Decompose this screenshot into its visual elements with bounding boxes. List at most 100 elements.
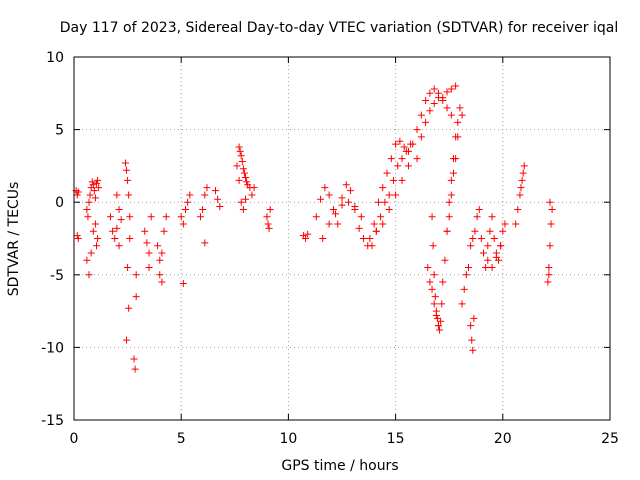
data-point [344,198,352,206]
x-tick-label: 20 [494,431,512,447]
data-point [422,97,430,105]
data-point [547,220,555,228]
data-point [179,220,187,228]
data-point [321,184,329,192]
data-point [372,227,380,235]
y-tick-label: 10 [46,50,64,66]
data-point [402,147,410,155]
data-point [434,94,442,102]
data-point [454,133,462,141]
data-point [179,280,187,288]
data-point [132,271,140,279]
data-point [89,227,97,235]
data-point [237,152,245,160]
data-point [74,235,82,242]
data-point [438,300,446,308]
data-point [266,205,274,213]
data-point [484,242,492,250]
data-point [147,213,155,221]
y-tick-label: -15 [41,413,64,429]
data-point [83,205,91,213]
data-point [441,256,449,264]
data-point [392,140,400,148]
data-point [203,184,211,192]
data-point [492,253,500,261]
data-point [475,205,483,213]
data-point [312,213,320,221]
data-point [250,184,258,192]
data-point [154,242,162,250]
data-point [385,191,393,199]
data-point [470,314,478,322]
data-point [469,346,477,354]
data-point [162,213,170,221]
data-point [264,220,272,228]
data-point [400,143,408,151]
data-point [379,184,387,192]
data-point [132,293,140,301]
data-point [471,227,479,235]
data-point [131,365,139,373]
data-point [473,213,481,221]
data-point [468,336,476,344]
data-point [426,89,434,97]
data-point [490,235,498,242]
data-point [86,191,94,199]
data-point [520,162,528,170]
data-point [242,195,250,203]
data-point [73,232,81,240]
data-point [452,82,460,90]
data-point [447,85,455,93]
data-point [141,227,149,235]
data-point [236,147,244,155]
data-point [430,271,438,279]
data-point [199,205,207,213]
data-point [546,198,554,206]
data-point [464,264,472,272]
data-point [93,179,101,187]
data-point [156,256,164,264]
data-point [233,162,241,170]
data-point [248,191,256,199]
data-point [123,336,131,344]
data-point [181,205,189,213]
data-point [351,203,359,211]
data-point [433,314,441,322]
data-point [113,224,121,232]
data-point [370,220,378,228]
data-point [469,235,477,242]
data-point [238,158,246,166]
data-point [158,278,166,286]
data-point [488,264,496,272]
data-point [460,285,468,293]
data-point [121,159,129,167]
data-point [242,174,250,182]
data-point [94,176,102,184]
grid-lines [74,57,610,420]
data-point [186,191,194,199]
data-point [413,155,421,163]
data-point [304,230,312,238]
data-point [387,155,395,163]
data-point [437,317,445,325]
data-point [368,242,376,250]
chart-title: Day 117 of 2023, Sidereal Day-to-day VTE… [60,20,618,36]
data-point [212,187,220,195]
data-point [517,184,525,192]
data-point [482,264,490,272]
data-point [430,300,438,308]
data-point [467,242,475,250]
y-tick-label: -5 [50,268,64,284]
data-point [516,191,524,199]
data-point [89,181,97,189]
data-point [428,213,436,221]
data-point [332,210,340,218]
data-point [342,181,350,189]
data-point [512,220,520,228]
data-point [484,256,492,264]
x-tick-label: 5 [177,431,186,447]
data-point [447,191,455,199]
data-point [452,155,460,163]
data-point [449,169,457,177]
data-point [347,187,355,195]
